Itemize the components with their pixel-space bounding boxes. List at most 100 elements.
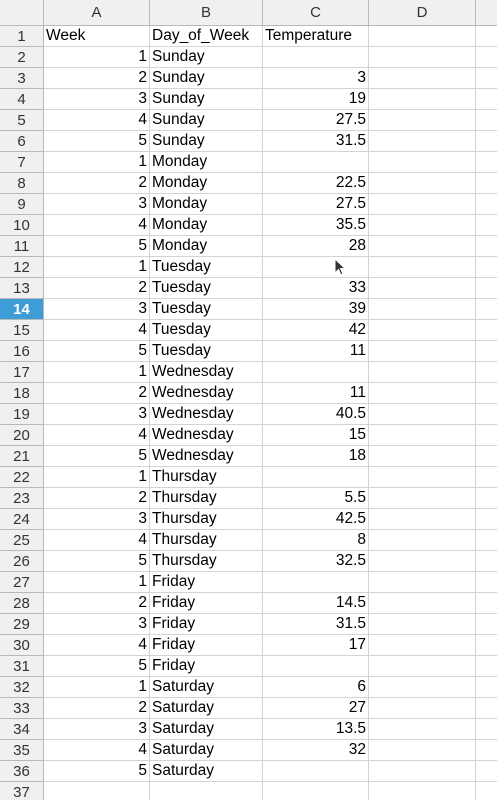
cell[interactable]	[476, 68, 497, 89]
cell[interactable]: Saturday	[150, 740, 263, 761]
cell[interactable]: 3	[44, 719, 150, 740]
cell[interactable]	[476, 152, 497, 173]
column-header-e[interactable]	[476, 0, 497, 26]
cell[interactable]	[369, 173, 476, 194]
column-header-c[interactable]: C	[263, 0, 369, 26]
cell[interactable]: 19	[263, 89, 369, 110]
cell[interactable]	[369, 425, 476, 446]
cell[interactable]	[263, 47, 369, 68]
cell[interactable]: 1	[44, 362, 150, 383]
cell[interactable]: 2	[44, 593, 150, 614]
cell[interactable]	[476, 404, 497, 425]
cell[interactable]	[476, 383, 497, 404]
cell[interactable]: 1	[44, 677, 150, 698]
cell[interactable]	[476, 488, 497, 509]
cell[interactable]: Tuesday	[150, 341, 263, 362]
cell[interactable]: 11	[263, 341, 369, 362]
cell[interactable]	[369, 110, 476, 131]
column-header-d[interactable]: D	[369, 0, 476, 26]
cell[interactable]: 17	[263, 635, 369, 656]
cell[interactable]: Friday	[150, 635, 263, 656]
cell[interactable]	[369, 362, 476, 383]
cell[interactable]: 40.5	[263, 404, 369, 425]
cell[interactable]	[476, 740, 497, 761]
cell[interactable]	[369, 89, 476, 110]
row-header[interactable]: 30	[0, 635, 44, 656]
cell[interactable]: 5	[44, 446, 150, 467]
cell[interactable]: 4	[44, 530, 150, 551]
column-header-a[interactable]: A	[44, 0, 150, 26]
cell[interactable]	[369, 593, 476, 614]
cell[interactable]: Friday	[150, 656, 263, 677]
cell[interactable]: 3	[44, 89, 150, 110]
cell[interactable]	[476, 194, 497, 215]
cell[interactable]: Saturday	[150, 698, 263, 719]
cell[interactable]	[476, 761, 497, 782]
cell[interactable]: 4	[44, 740, 150, 761]
row-header[interactable]: 16	[0, 341, 44, 362]
row-header[interactable]: 5	[0, 110, 44, 131]
cell[interactable]: 6	[263, 677, 369, 698]
cell[interactable]	[476, 257, 497, 278]
cell[interactable]: 1	[44, 152, 150, 173]
cell[interactable]	[476, 89, 497, 110]
row-header[interactable]: 26	[0, 551, 44, 572]
cell[interactable]: Thursday	[150, 488, 263, 509]
row-header[interactable]: 27	[0, 572, 44, 593]
row-header[interactable]: 4	[0, 89, 44, 110]
cell[interactable]	[263, 656, 369, 677]
cell[interactable]	[476, 719, 497, 740]
cell[interactable]: Wednesday	[150, 383, 263, 404]
row-header[interactable]: 7	[0, 152, 44, 173]
cell[interactable]	[476, 299, 497, 320]
cell[interactable]	[476, 341, 497, 362]
row-header[interactable]: 2	[0, 47, 44, 68]
cell[interactable]	[476, 236, 497, 257]
cell[interactable]	[476, 509, 497, 530]
row-header[interactable]: 11	[0, 236, 44, 257]
row-header[interactable]: 33	[0, 698, 44, 719]
cell[interactable]: 8	[263, 530, 369, 551]
cell[interactable]	[476, 782, 497, 800]
row-header[interactable]: 10	[0, 215, 44, 236]
cell[interactable]: 4	[44, 110, 150, 131]
row-header[interactable]: 3	[0, 68, 44, 89]
cell[interactable]	[369, 656, 476, 677]
row-header[interactable]: 21	[0, 446, 44, 467]
row-header[interactable]: 12	[0, 257, 44, 278]
row-header[interactable]: 35	[0, 740, 44, 761]
cell[interactable]: Thursday	[150, 509, 263, 530]
row-header[interactable]: 28	[0, 593, 44, 614]
cell[interactable]	[476, 131, 497, 152]
cell[interactable]: 4	[44, 635, 150, 656]
row-header[interactable]: 9	[0, 194, 44, 215]
cell[interactable]: 1	[44, 257, 150, 278]
cell[interactable]: Thursday	[150, 551, 263, 572]
cell[interactable]: 18	[263, 446, 369, 467]
cell[interactable]: 2	[44, 383, 150, 404]
cell[interactable]: Saturday	[150, 719, 263, 740]
cell[interactable]	[476, 446, 497, 467]
cell[interactable]	[369, 635, 476, 656]
cell[interactable]	[476, 467, 497, 488]
cell[interactable]: 2	[44, 488, 150, 509]
cell[interactable]	[476, 698, 497, 719]
cell[interactable]	[369, 194, 476, 215]
cell[interactable]	[476, 320, 497, 341]
cell[interactable]	[263, 572, 369, 593]
cell[interactable]	[476, 614, 497, 635]
cell[interactable]	[369, 320, 476, 341]
cell[interactable]	[369, 782, 476, 800]
cell[interactable]	[476, 551, 497, 572]
cell[interactable]: 5	[44, 236, 150, 257]
cell[interactable]	[476, 530, 497, 551]
row-header[interactable]: 32	[0, 677, 44, 698]
cell[interactable]	[150, 782, 263, 800]
cell[interactable]: 5	[44, 341, 150, 362]
cell[interactable]: 3	[44, 299, 150, 320]
cell[interactable]: 3	[44, 509, 150, 530]
cell[interactable]	[369, 152, 476, 173]
cell[interactable]	[369, 740, 476, 761]
cell[interactable]: Sunday	[150, 68, 263, 89]
cell[interactable]	[476, 572, 497, 593]
